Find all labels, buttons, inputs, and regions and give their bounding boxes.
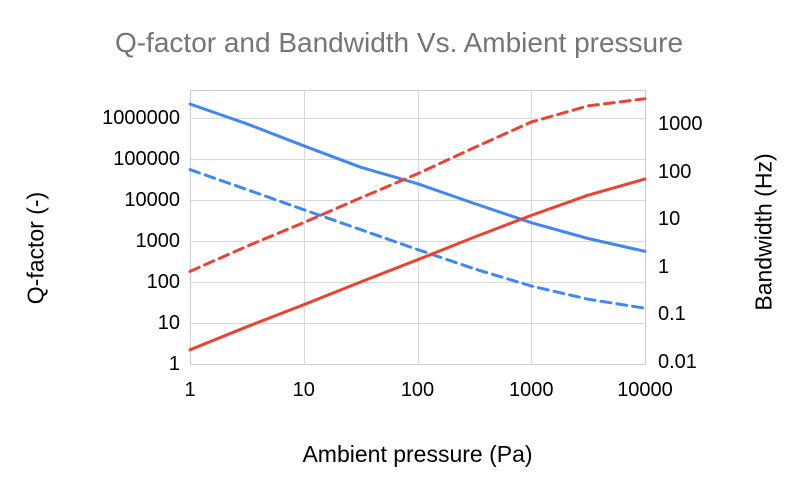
x-axis-title: Ambient pressure (Pa): [302, 441, 533, 467]
plot-border: [190, 90, 646, 365]
y-left-tick-100000: 100000: [113, 148, 180, 170]
y-right-tick-100: 100: [658, 160, 692, 183]
x-tick-10: 10: [292, 379, 315, 401]
y-right-tick-0.1: 0.1: [658, 303, 686, 326]
bandwidth-dashed-line: [188, 97, 647, 273]
chart-title: Q-factor and Bandwidth Vs. Ambient press…: [114, 27, 684, 58]
y-right-tick-0.01: 0.01: [658, 351, 697, 373]
y-left-tick-10000: 10000: [124, 189, 180, 211]
left-axis-title: Q-factor (-): [22, 191, 49, 305]
bandwidth-solid-line: [188, 177, 647, 352]
y-left-tick-1000000: 1000000: [102, 107, 180, 129]
y-left-tick-100: 100: [146, 271, 180, 293]
y-right-tick-1: 1: [658, 255, 670, 278]
x-tick-1000: 1000: [509, 379, 554, 401]
y-right-tick-10: 10: [658, 208, 681, 231]
y-left-tick-10: 10: [157, 312, 180, 334]
x-tick-100: 100: [400, 379, 435, 401]
x-tick-10000: 10000: [617, 379, 673, 401]
q-factor-solid-line: [188, 102, 647, 253]
y-right-tick-1000: 1000: [658, 113, 703, 135]
right-axis-title: Bandwidth (Hz): [750, 153, 777, 311]
y-left-tick-1: 1: [168, 353, 180, 375]
x-tick-1: 1: [184, 379, 196, 401]
y-left-tick-1000: 1000: [135, 230, 181, 252]
q-factor-dashed-line: [188, 168, 647, 310]
